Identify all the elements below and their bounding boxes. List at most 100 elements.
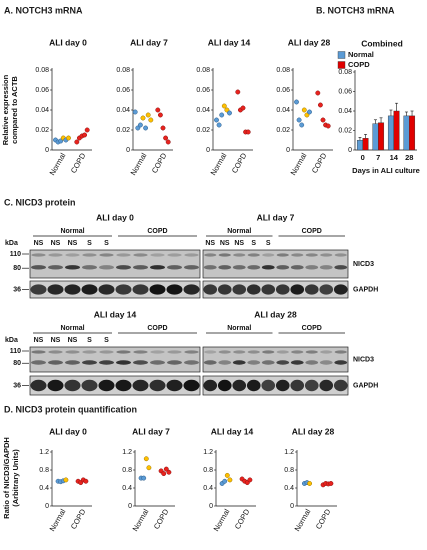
y-tick-label: 0.06 (196, 87, 210, 94)
band (30, 379, 47, 392)
data-point (315, 90, 321, 96)
band-label: NICD3 (353, 261, 374, 268)
x-tick-label: COPD (69, 151, 88, 175)
data-point (157, 112, 163, 118)
y-tick-label: 0.04 (196, 107, 210, 114)
y-tick-label: 0 (286, 147, 290, 154)
band (132, 284, 149, 295)
data-point (299, 122, 305, 128)
band (166, 379, 183, 392)
data-point (296, 117, 302, 123)
blot-nicd3 (202, 346, 349, 373)
data-point (219, 112, 225, 118)
lane-label: S (87, 337, 92, 344)
x-tick-label: COPD (152, 507, 171, 531)
band (319, 379, 334, 392)
y-tick-label: 0 (126, 147, 130, 154)
data-point (214, 117, 219, 123)
band (232, 360, 246, 365)
data-point (166, 469, 172, 475)
band (203, 360, 217, 365)
data-point (165, 139, 171, 145)
band-label: GAPDH (353, 382, 378, 389)
band (167, 265, 182, 270)
lane-label: NS (205, 240, 215, 247)
x-tick-label: COPD (230, 151, 249, 175)
y-tick-label: 1.2 (203, 449, 213, 456)
data-point (148, 117, 154, 123)
band (232, 265, 246, 270)
band (276, 350, 289, 354)
band (64, 379, 81, 392)
band (82, 253, 97, 257)
band (246, 379, 261, 392)
lane-label: S (87, 240, 92, 247)
band (217, 379, 232, 392)
blot-nicd3 (29, 249, 201, 279)
band (150, 350, 165, 354)
band (275, 379, 290, 392)
y-tick-label: 0 (290, 503, 294, 510)
x-tick-label: Normal (293, 507, 313, 533)
band (319, 265, 333, 270)
y-axis-label: Ratio of NICD3/GAPDH (Arbitrary Units) (2, 437, 20, 519)
band (203, 265, 217, 270)
data-point (320, 117, 326, 123)
marker-label: 110 (10, 348, 21, 355)
band (319, 360, 333, 365)
panel-title: B. NOTCH3 mRNA (316, 5, 395, 15)
lane-label: NS (51, 240, 61, 247)
y-tick-label: 0.02 (276, 127, 290, 134)
band (334, 360, 348, 365)
data-point (240, 105, 246, 111)
x-tick-label: 14 (390, 153, 399, 162)
y-tick-label: 1.2 (122, 449, 132, 456)
band (276, 360, 290, 365)
band (99, 350, 114, 354)
band (218, 265, 232, 270)
y-tick-label: 0.8 (203, 467, 213, 474)
band (305, 350, 318, 354)
band (82, 360, 97, 365)
band (81, 379, 98, 392)
legend-swatch (337, 61, 346, 69)
y-tick-label: 0.04 (276, 107, 290, 114)
data-point (132, 109, 138, 115)
blot-title: ALI day 14 (94, 309, 137, 319)
band (167, 360, 182, 365)
data-point (137, 122, 143, 128)
chart-title: ALI day 28 (288, 37, 331, 47)
x-tick-label: 7 (376, 153, 380, 162)
band (184, 253, 199, 257)
x-tick-label: Normal (48, 507, 68, 533)
data-point (294, 99, 299, 105)
band (334, 350, 347, 354)
bar (387, 115, 394, 151)
band (183, 379, 200, 392)
band (116, 350, 131, 354)
group-label: Normal (227, 325, 251, 332)
lane-label: NS (51, 337, 61, 344)
bar (362, 138, 369, 151)
data-point (143, 125, 149, 131)
data-point (307, 109, 312, 115)
x-tick-label: COPD (310, 151, 329, 175)
band-label: NICD3 (353, 356, 374, 363)
legend-label: COPD (348, 60, 370, 69)
y-tick-label: 0.06 (276, 87, 290, 94)
band (218, 350, 231, 354)
band (31, 360, 46, 365)
y-axis-label-text: Relative expression compared to ACTB (1, 74, 19, 146)
y-tick-label: 1.2 (284, 449, 294, 456)
band (116, 360, 131, 365)
y-tick-label: 0.8 (122, 467, 132, 474)
band (65, 360, 80, 365)
band (133, 253, 148, 257)
unit-label: kDa (5, 337, 18, 344)
lane-label: NS (68, 337, 78, 344)
y-tick-label: 0.4 (39, 485, 49, 492)
band (116, 253, 131, 257)
band (82, 265, 97, 270)
y-tick-label: 0 (45, 147, 49, 154)
group-label: COPD (147, 325, 167, 332)
